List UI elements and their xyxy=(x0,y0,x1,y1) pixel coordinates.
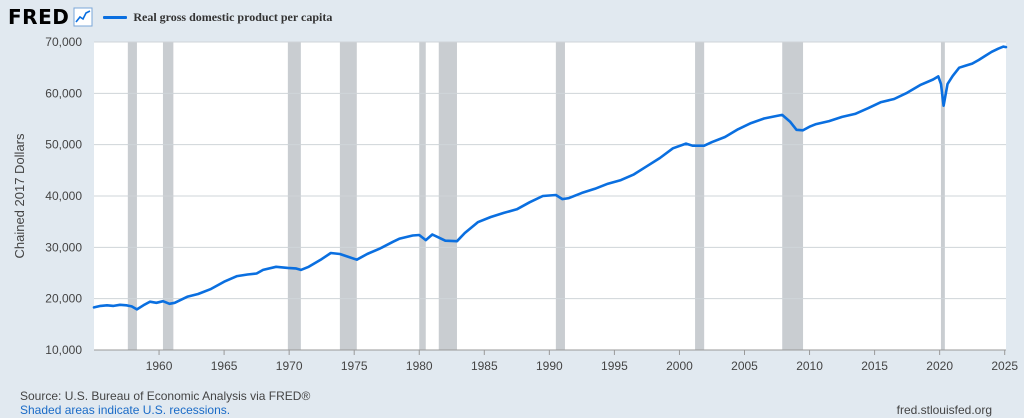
trend-line-icon xyxy=(73,7,93,27)
x-tick-label: 1985 xyxy=(471,359,498,373)
y-axis: 10,000 20,000 30,000 40,000 50,000 60,000 70,0… xyxy=(45,35,82,357)
line-chart: 10,000 20,000 30,000 40,000 50,000 60,000 70,0… xyxy=(12,35,1018,373)
x-axis: 1960 1965 1970 1975 1980 1985 1990 1995 2000 2005… xyxy=(146,350,1018,373)
x-tick-label: 1995 xyxy=(601,359,628,373)
x-tick-label: 1990 xyxy=(536,359,563,373)
y-tick-label: 30,000 xyxy=(45,240,82,254)
x-tick-label: 1975 xyxy=(341,359,368,373)
recession-note-link[interactable]: Shaded areas indicate U.S. recessions. xyxy=(20,403,231,417)
legend-swatch xyxy=(103,15,128,19)
x-tick-label: 2020 xyxy=(926,359,953,373)
y-axis-label: Chained 2017 Dollars xyxy=(12,133,27,259)
y-tick-label: 20,000 xyxy=(45,292,82,306)
x-tick-label: 1960 xyxy=(146,359,173,373)
y-tick-label: 40,000 xyxy=(45,189,82,203)
legend-label: Real gross domestic product per capita xyxy=(133,9,333,24)
chart-header: FRED Real gross domestic product per cap… xyxy=(8,4,332,30)
x-tick-label: 1970 xyxy=(276,359,303,373)
y-tick-label: 10,000 xyxy=(45,343,82,357)
fred-logo[interactable]: FRED xyxy=(8,5,70,29)
x-tick-label: 2025 xyxy=(991,359,1018,373)
x-tick-label: 2005 xyxy=(731,359,758,373)
series-line xyxy=(92,45,1008,311)
x-tick-label: 2015 xyxy=(861,359,888,373)
x-tick-label: 2010 xyxy=(796,359,823,373)
source-note: Source: U.S. Bureau of Economic Analysis… xyxy=(20,389,311,403)
x-tick-label: 2000 xyxy=(666,359,693,373)
x-tick-label: 1980 xyxy=(406,359,433,373)
legend: Real gross domestic product per capita xyxy=(103,10,332,25)
y-tick-label: 70,000 xyxy=(45,35,82,49)
x-tick-label: 1965 xyxy=(211,359,238,373)
y-tick-label: 60,000 xyxy=(45,86,82,100)
series-layer xyxy=(92,45,1008,311)
site-link[interactable]: fred.stlouisfed.org xyxy=(896,403,992,417)
footer-notes: Source: U.S. Bureau of Economic Analysis… xyxy=(20,389,310,417)
y-tick-label: 50,000 xyxy=(45,138,82,152)
